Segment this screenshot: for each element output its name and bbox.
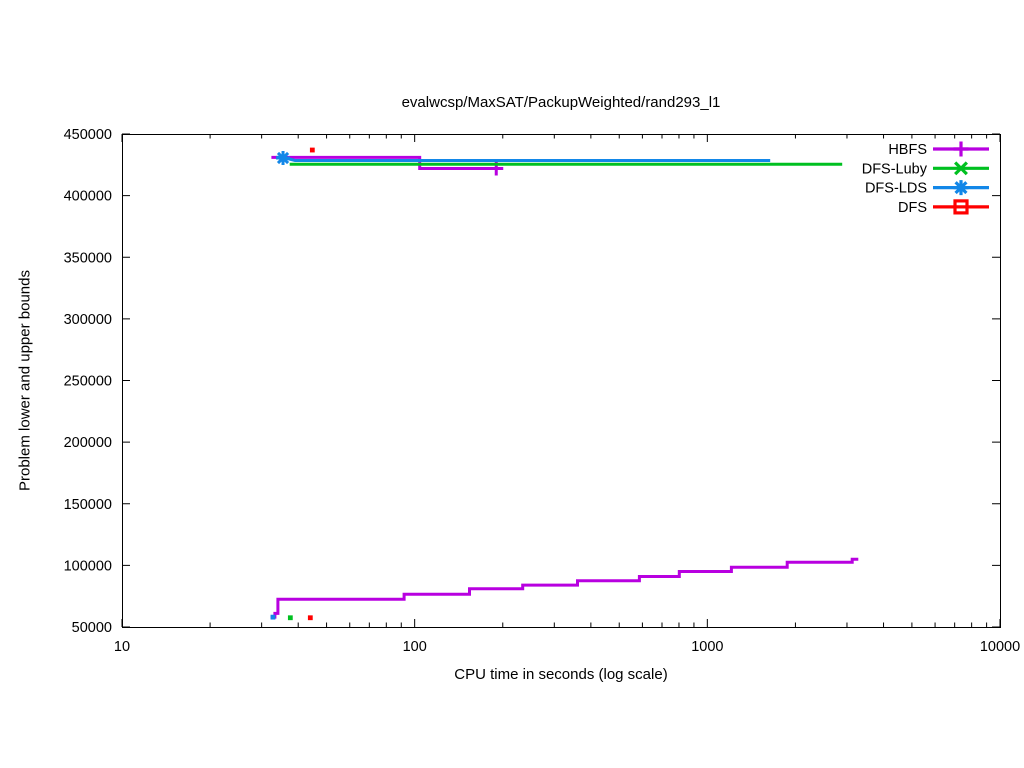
- x-tick-labels: 10 100 1000 10000: [114, 639, 1020, 655]
- x-axis-label: CPU time in seconds (log scale): [454, 666, 668, 683]
- data-point-dot: [309, 147, 315, 153]
- series-hbfs: [270, 155, 859, 619]
- legend: HBFS DFS-Luby DFS-LDS DFS: [862, 141, 989, 216]
- x-axis-ticks: [121, 134, 1001, 627]
- svg-text:100000: 100000: [64, 558, 112, 574]
- legend-label: DFS-Luby: [862, 161, 928, 177]
- svg-text:350000: 350000: [64, 250, 112, 266]
- data-point-dot: [270, 614, 276, 620]
- svg-text:450000: 450000: [64, 127, 112, 143]
- plot-border: [122, 134, 1001, 628]
- series-dfs-luby: [287, 162, 843, 621]
- svg-text:10000: 10000: [980, 639, 1020, 655]
- svg-text:10: 10: [114, 639, 130, 655]
- svg-text:400000: 400000: [64, 189, 112, 205]
- legend-label: HBFS: [888, 142, 927, 158]
- series-line-hbfs: [270, 557, 859, 619]
- series-dfs: [307, 147, 315, 621]
- svg-text:250000: 250000: [64, 374, 112, 390]
- svg-text:1000: 1000: [691, 639, 723, 655]
- legend-item-hbfs: HBFS: [888, 141, 989, 158]
- legend-item-dfs: DFS: [898, 199, 989, 216]
- legend-item-dfs-lds: DFS-LDS: [865, 180, 989, 197]
- svg-text:300000: 300000: [64, 312, 112, 328]
- chart-title: evalwcsp/MaxSAT/PackupWeighted/rand293_l…: [401, 94, 721, 111]
- svg-text:50000: 50000: [72, 620, 112, 636]
- svg-text:100: 100: [403, 639, 427, 655]
- svg-text:200000: 200000: [64, 435, 112, 451]
- legend-item-dfs-luby: DFS-Luby: [862, 161, 989, 177]
- svg-text:150000: 150000: [64, 497, 112, 513]
- series-dfs-lds: [270, 151, 771, 620]
- data-point-dot: [307, 615, 313, 621]
- y-axis-ticks: [122, 133, 1000, 628]
- y-tick-labels: 50000 100000 150000 200000 250000 300000 35000…: [64, 127, 112, 636]
- data-point-dot: [287, 615, 293, 621]
- legend-label: DFS: [898, 200, 927, 216]
- legend-label: DFS-LDS: [865, 181, 927, 197]
